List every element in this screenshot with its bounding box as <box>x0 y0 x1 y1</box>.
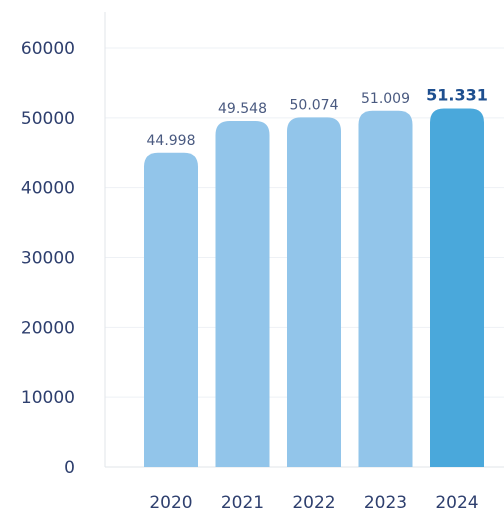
y-tick-label: 60000 <box>21 39 75 59</box>
y-axis-ticks: 0 10000 20000 30000 40000 50000 60000 <box>21 39 75 478</box>
bars <box>144 108 484 468</box>
value-label-2021: 49.548 <box>218 101 267 117</box>
value-labels: 44.998 49.548 50.074 51.009 51.331 <box>147 86 488 149</box>
bar-2020 <box>144 152 198 467</box>
value-label-2020: 44.998 <box>147 133 196 149</box>
x-tick-label-2024: 2024 <box>435 493 478 513</box>
x-tick-label-2021: 2021 <box>221 493 264 513</box>
bar-2023 <box>358 110 413 468</box>
bar-2021 <box>215 120 270 467</box>
y-tick-label: 20000 <box>21 318 75 338</box>
x-tick-label-2023: 2023 <box>364 493 407 513</box>
value-label-2023: 51.009 <box>361 91 410 107</box>
value-label-2022: 50.074 <box>290 97 339 113</box>
bar-2022 <box>287 117 341 468</box>
y-tick-label: 0 <box>64 458 75 478</box>
x-tick-label-2020: 2020 <box>149 493 192 513</box>
y-tick-label: 30000 <box>21 249 75 269</box>
value-label-2024: 51.331 <box>426 86 488 105</box>
y-tick-label: 50000 <box>21 109 75 129</box>
x-axis-ticks: 2020 2021 2022 2023 2024 <box>149 493 478 513</box>
y-tick-label: 40000 <box>21 179 75 199</box>
x-tick-label-2022: 2022 <box>292 493 335 513</box>
y-tick-label: 10000 <box>21 388 75 408</box>
bar-2024 <box>430 108 484 467</box>
